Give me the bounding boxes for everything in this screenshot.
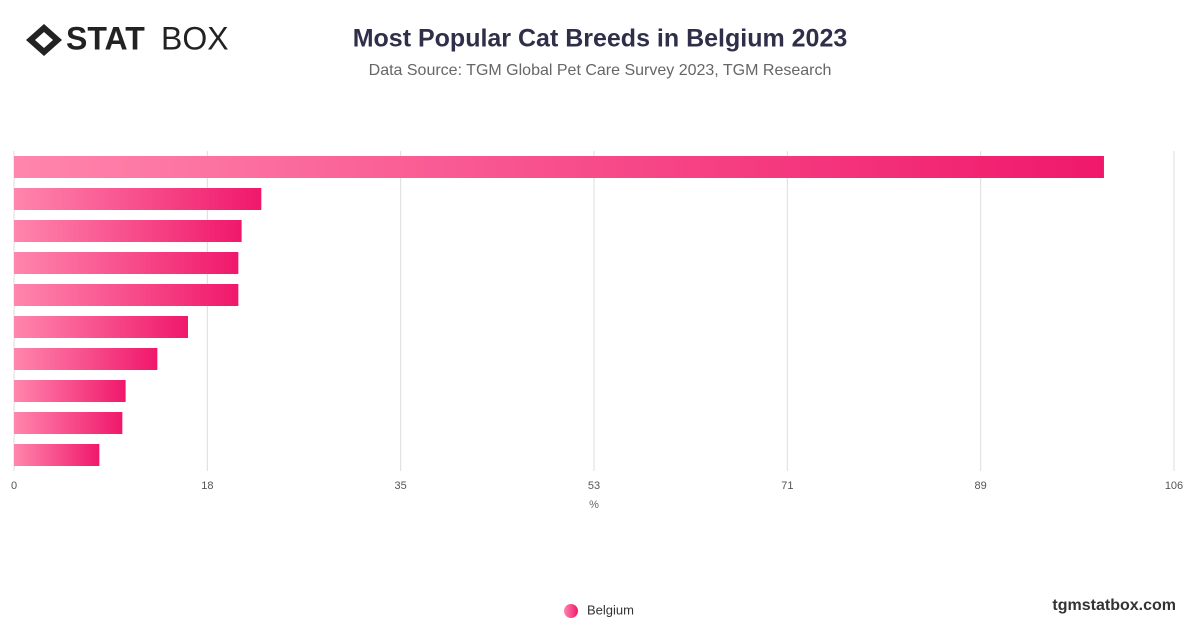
x-tick-label: 53 [588, 480, 600, 492]
logo-light: BOX [161, 20, 229, 56]
chart-title: Most Popular Cat Breeds in Belgium 2023 [353, 25, 848, 53]
bar [14, 412, 123, 434]
bar [14, 188, 262, 210]
bar [14, 156, 1104, 178]
bar [14, 444, 100, 466]
bar [14, 284, 239, 306]
site-url: tgmstatbox.com [1052, 597, 1176, 614]
x-tick-label: 18 [201, 480, 213, 492]
logo-icon [26, 24, 62, 56]
logo-bold: STAT [66, 20, 145, 56]
x-tick-label: 71 [781, 480, 793, 492]
bar [14, 316, 188, 338]
chart-subtitle: Data Source: TGM Global Pet Care Survey … [369, 62, 832, 79]
legend-label: Belgium [587, 602, 634, 617]
x-tick-label: 35 [395, 480, 407, 492]
x-tick-label: 0 [11, 480, 17, 492]
bar [14, 252, 239, 274]
legend-marker [564, 604, 578, 618]
bar [14, 220, 242, 242]
x-tick-label: 89 [975, 480, 987, 492]
logo: STAT BOX [26, 20, 229, 56]
bar [14, 348, 158, 370]
bar [14, 380, 126, 402]
x-axis-label: % [589, 499, 599, 511]
x-tick-label: 106 [1165, 480, 1183, 492]
